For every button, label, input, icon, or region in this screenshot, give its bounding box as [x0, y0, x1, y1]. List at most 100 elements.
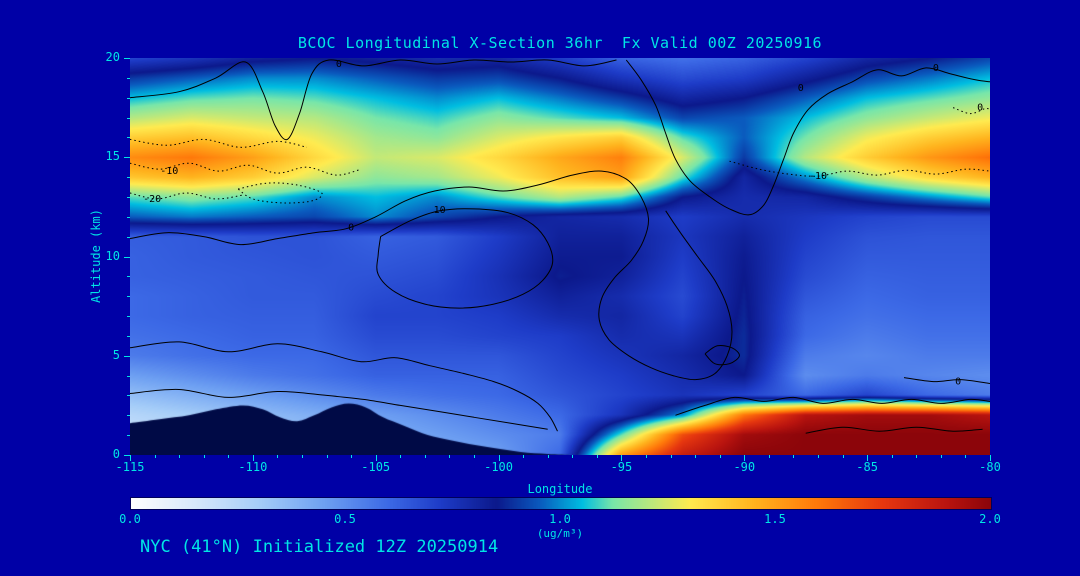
contour-line	[130, 341, 558, 432]
axis-tick	[523, 455, 525, 458]
contour-line	[130, 59, 617, 141]
axis-tick	[744, 455, 746, 461]
colorbar-tick-label: 1.0	[549, 512, 571, 526]
axis-tick	[768, 455, 770, 458]
axis-tick	[252, 455, 254, 461]
axis-tick	[127, 335, 130, 337]
contour-label: 0	[933, 63, 939, 74]
contour-label: 0	[348, 223, 354, 234]
x-axis-label: Longitude	[527, 482, 593, 496]
axis-tick	[124, 256, 130, 258]
contour-line	[130, 138, 308, 148]
axis-tick	[547, 455, 549, 458]
axis-tick	[375, 455, 377, 461]
x-tick-label: -90	[733, 460, 756, 474]
y-tick-label: 5	[112, 347, 120, 362]
axis-tick	[127, 415, 130, 417]
x-tick-label: -110	[238, 460, 268, 474]
axis-tick	[990, 455, 991, 461]
colorbar-tick-label: 0.5	[334, 512, 356, 526]
axis-tick	[127, 276, 130, 278]
axis-tick	[621, 455, 623, 461]
field-canvas	[130, 58, 990, 455]
axis-tick	[449, 455, 451, 458]
contour-line	[903, 377, 990, 384]
axis-tick	[400, 455, 402, 458]
axis-tick	[127, 196, 130, 198]
contour-line	[805, 426, 983, 434]
contour-label: -10	[809, 171, 827, 182]
contour-label: 0	[977, 103, 983, 114]
axis-tick	[818, 455, 819, 458]
colorbar-tick-label: 1.5	[764, 512, 786, 526]
axis-tick	[916, 455, 918, 458]
colorbar	[130, 497, 992, 510]
axis-tick	[424, 455, 426, 458]
contour-line	[130, 388, 548, 430]
x-tick-labels: -115 -110 -105 -100 -95 -90 -85 -80	[116, 460, 1001, 476]
axis-tick	[474, 455, 475, 458]
plot-area: 0 0 0 0 -10 -20 -10 0 10 0	[130, 58, 990, 455]
axis-tick	[127, 77, 130, 79]
axis-tick	[127, 117, 130, 119]
axis-tick	[154, 455, 156, 458]
axis-tick	[127, 137, 130, 139]
contour-label: -20	[143, 194, 161, 205]
contour-line	[130, 192, 244, 200]
contour-line	[729, 160, 990, 177]
contour-line	[952, 107, 990, 115]
axis-tick	[793, 455, 795, 458]
axis-tick	[302, 455, 303, 458]
axis-tick	[572, 455, 574, 458]
axis-tick	[127, 296, 130, 298]
footer-annotation: NYC (41°N) Initialized 12Z 20250914	[140, 537, 499, 557]
contour-label: 0	[336, 59, 342, 70]
x-tick-label: -100	[484, 460, 514, 474]
axis-tick	[719, 455, 721, 458]
contour-line	[130, 170, 733, 381]
contour-label: 0	[798, 83, 804, 94]
axis-tick	[179, 455, 181, 458]
contour-label: -10	[160, 166, 178, 177]
x-tick-label: -115	[115, 460, 145, 474]
colorbar-tick-label: 2.0	[979, 512, 1001, 526]
axis-tick	[277, 455, 279, 458]
axis-tick	[891, 455, 893, 458]
contour-line	[675, 396, 990, 416]
axis-tick	[127, 435, 130, 437]
axis-tick	[867, 455, 869, 461]
axis-tick	[130, 455, 131, 461]
axis-tick	[124, 157, 130, 159]
x-tick-label: -80	[979, 460, 1001, 474]
axis-tick	[127, 236, 130, 238]
axis-tick	[127, 395, 130, 397]
y-tick-labels: 0 5 10 15 20	[82, 50, 122, 461]
x-tick-label: -85	[856, 460, 878, 474]
y-tick-label: 20	[105, 50, 120, 64]
axis-tick	[596, 455, 598, 458]
axis-tick	[124, 455, 130, 456]
y-tick-label: 0	[112, 447, 120, 461]
contour-line	[237, 182, 323, 204]
axis-tick	[940, 455, 942, 458]
y-tick-label: 15	[105, 149, 120, 164]
colorbar-tick-label: 0.0	[119, 512, 141, 526]
x-tick-label: -95	[610, 460, 633, 474]
axis-tick	[127, 216, 130, 218]
axis-tick	[127, 375, 130, 377]
y-tick-label: 10	[105, 248, 120, 263]
contour-line	[704, 344, 740, 366]
colorbar-tick-labels: 0.0 0.5 1.0 1.5 2.0	[119, 512, 1001, 526]
chart-title: BCOC Longitudinal X-Section 36hr Fx Vali…	[297, 34, 823, 52]
contour-label: 0	[955, 377, 961, 388]
axis-tick	[695, 455, 697, 458]
contour-line	[376, 208, 554, 309]
contour-overlay: 0 0 0 0 -10 -20 -10 0 10 0	[130, 59, 990, 434]
axis-tick	[842, 455, 844, 458]
axis-tick	[498, 455, 500, 461]
contour-label: 10	[434, 205, 446, 216]
x-tick-label: -105	[361, 460, 391, 474]
axis-tick	[965, 455, 967, 458]
axis-tick	[127, 177, 130, 179]
